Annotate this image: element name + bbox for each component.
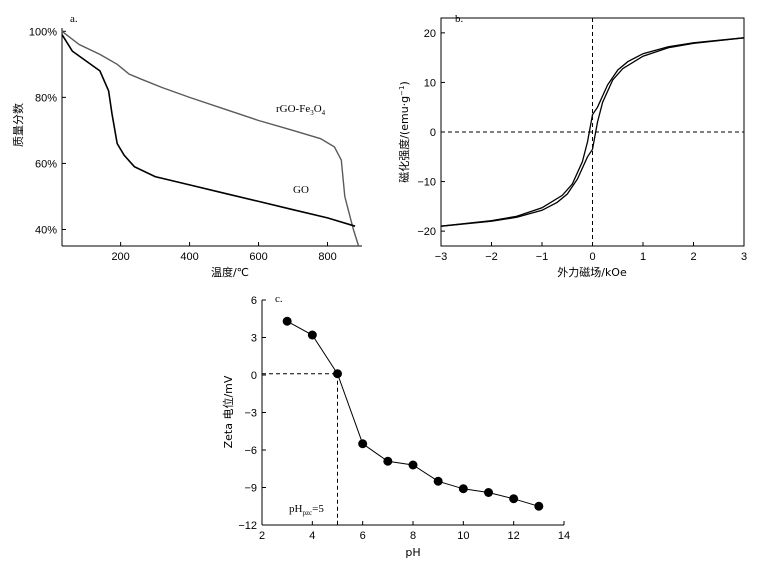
panel-c-y-tick-label: −12 [238, 520, 257, 532]
panel-a-y-tick-label: 80% [35, 92, 57, 104]
panel-b-x-tick-label: −2 [485, 251, 498, 263]
panel-c-data-point [307, 330, 317, 340]
panel-a-chart: a. 温度/℃ 质量分数 rGO-Fe3O4 GO 200 400 600 800 40… [12, 13, 362, 279]
panel-c-data-point [458, 484, 468, 494]
panel-a-y-tick-label: 100% [29, 26, 57, 38]
panel-a-series-label-rgo: rGO-Fe3O4 [276, 103, 326, 117]
panel-c-ylabel: Zeta 电位/mV [221, 375, 235, 448]
panel-b-x-tick-label: −3 [435, 251, 448, 263]
panel-a-x-tick-label: 400 [180, 251, 198, 263]
panel-a-series-rgo-fe3o4 [61, 30, 360, 247]
panel-c-x-tick-label: 8 [410, 530, 416, 542]
panel-a-y-tick-label: 60% [35, 158, 57, 170]
panel-b-series-ascending [440, 37, 745, 227]
panel-a-label: a. [70, 13, 78, 25]
panel-b-chart: b. 外力磁场/kOe 磁化强度/(emu·g−1) −3 −2 −1 0 1 2 3−20… [397, 13, 747, 279]
panel-b-y-tick-label: 10 [424, 77, 436, 89]
panel-c-data-point [484, 488, 493, 497]
panel-b-y-tick-label: −20 [417, 226, 436, 238]
panel-c-data-point [333, 369, 342, 379]
panel-a-series-go [61, 34, 356, 227]
panel-c-y-tick-label: −3 [244, 408, 257, 420]
panel-c-xlabel: pH [405, 546, 420, 559]
panel-c-series-line [286, 320, 539, 507]
panel-b-series-descending [440, 37, 745, 227]
panel-a-xlabel: 温度/℃ [211, 265, 249, 279]
panel-b-ylabel: 磁化强度/(emu·g−1) [397, 81, 411, 183]
panel-c-data-point [282, 316, 292, 326]
panel-a-y-tick-label: 40% [35, 224, 57, 236]
panel-c-x-tick-label: 4 [309, 530, 315, 542]
panel-c-y-tick-label: 0 [251, 370, 257, 382]
panel-c-x-tick-label: 10 [457, 530, 469, 542]
panel-c-data-point [534, 501, 544, 511]
panel-a-x-tick-label: 200 [111, 251, 129, 263]
panel-b-x-tick-label: 2 [690, 251, 696, 263]
panel-a-x-tick-label: 800 [318, 251, 336, 263]
panel-b-x-tick-label: 3 [741, 251, 747, 263]
panel-c-y-tick-label: 3 [251, 333, 257, 345]
panel-c-y-tick-label: −9 [244, 483, 257, 495]
panel-b-x-tick-label: 0 [589, 251, 595, 263]
panel-b-x-tick-label: 1 [640, 251, 646, 263]
panel-b-xlabel: 外力磁场/kOe [557, 265, 627, 279]
panel-a-x-tick-label: 600 [249, 251, 267, 263]
panel-c-x-tick-label: 6 [360, 530, 366, 542]
panel-c-label: c. [275, 293, 283, 305]
panel-c-data-point [383, 456, 393, 466]
panel-a-series-label-go: GO [293, 184, 309, 196]
panel-c-y-tick-label: −6 [244, 445, 257, 457]
panel-c-data-point [433, 476, 443, 486]
panel-c-x-tick-label: 14 [558, 530, 570, 542]
panel-b-y-tick-label: −10 [417, 177, 436, 189]
panel-c-x-tick-label: 12 [508, 530, 520, 542]
panel-b-y-tick-label: 20 [424, 28, 436, 40]
panel-b-label: b. [455, 13, 464, 25]
panel-c-x-tick-label: 2 [259, 530, 265, 542]
panel-b-x-tick-label: −1 [536, 251, 549, 263]
panel-a-ylabel: 质量分数 [12, 103, 25, 147]
panel-c-data-point [408, 460, 418, 470]
panel-c-chart: c. pH Zeta 电位/mV pHpzc=5 2 4 6 8 10 12 14 −12 −9… [221, 293, 570, 559]
panel-c-data-point [509, 494, 519, 504]
panel-b-y-tick-label: 0 [430, 127, 436, 139]
panel-c-pzc-annotation: pHpzc=5 [289, 503, 324, 517]
panel-c-data-point [358, 439, 368, 449]
panel-c-y-tick-label: 6 [251, 295, 257, 307]
